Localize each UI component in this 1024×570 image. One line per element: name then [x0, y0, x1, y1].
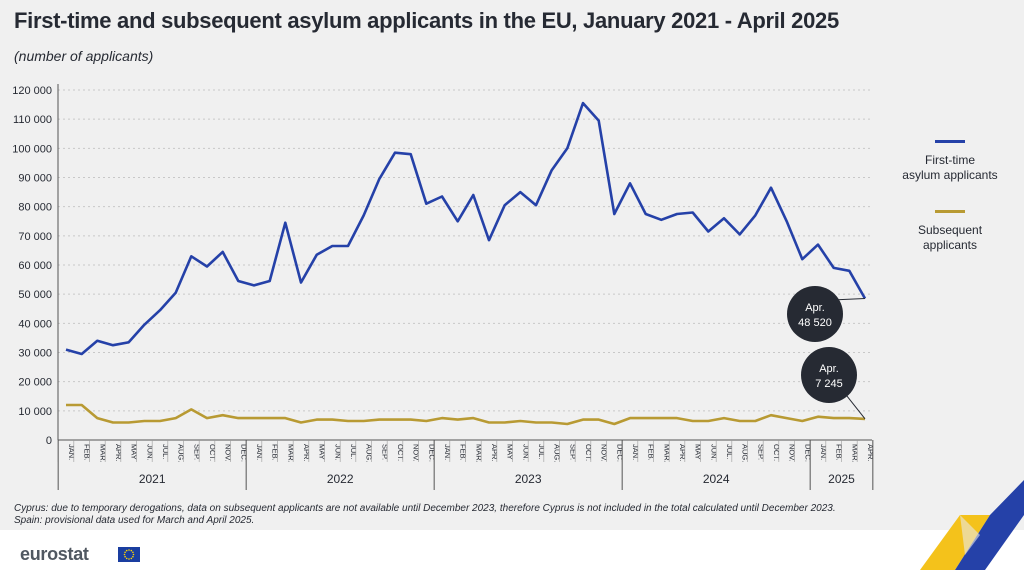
x-month-label: NOV.: [412, 444, 421, 462]
y-tick-label: 110 000: [13, 114, 52, 126]
x-month-label: SEP.: [192, 444, 201, 460]
line-chart: 0 10 000 20 000 30 000 40 000 50 000 60 000 70 …: [12, 84, 875, 490]
x-month-label: JAN.: [819, 444, 828, 460]
x-month-label: JUN.: [333, 444, 342, 461]
x-month-label: JUN.: [521, 444, 530, 461]
y-tick-label: 80 000: [18, 202, 52, 214]
x-month-label: SEP.: [380, 444, 389, 460]
y-tick-label: 30 000: [18, 348, 52, 360]
footnotes: Cyprus: due to temporary derogations, da…: [14, 503, 836, 527]
x-month-label: OCT.: [584, 444, 593, 461]
x-month-label: MAR.: [850, 444, 859, 463]
eurostat-logo: eurostat: [20, 544, 89, 564]
footnote-spain: Spain: provisional data used for March a…: [14, 515, 255, 526]
x-month-label: AUG.: [365, 444, 374, 462]
x-month-label: FEB.: [835, 444, 844, 461]
x-month-label: DEC.: [427, 444, 436, 462]
y-tick-label: 20 000: [18, 377, 52, 389]
x-month-label: AUG.: [177, 444, 186, 462]
series-line-subsequent: [66, 403, 866, 426]
x-month-label: NOV.: [224, 444, 233, 462]
y-tick-label: 60 000: [18, 260, 52, 272]
series-line-first-time: [65, 101, 867, 356]
x-month-label: MAY: [506, 444, 515, 460]
x-month-label: DEC.: [239, 444, 248, 462]
y-tick-label: 100 000: [12, 143, 52, 155]
x-month-label: MAR.: [286, 444, 295, 463]
x-month-label: AUG.: [553, 444, 562, 462]
x-month-label: MAY: [318, 444, 327, 460]
legend-label-first-time-line1: First-time: [925, 153, 975, 167]
legend-swatch-first-time: [935, 140, 965, 143]
annotation-bubble: [801, 347, 857, 403]
x-month-label: MAY: [694, 444, 703, 460]
x-month-label: OCT.: [208, 444, 217, 461]
legend-label-first-time-line2: asylum applicants: [902, 168, 998, 182]
x-month-label: SEP.: [756, 444, 765, 460]
annotation-label: Apr.: [805, 302, 825, 314]
x-year-label: 2021: [139, 472, 166, 486]
x-month-label: DEC.: [615, 444, 624, 462]
y-tick-label: 50 000: [18, 289, 52, 301]
x-year-label: 2022: [327, 472, 354, 486]
x-month-label: MAY: [130, 444, 139, 460]
x-month-label: NOV.: [788, 444, 797, 462]
x-month-label: FEB.: [647, 444, 656, 461]
x-month-label: SEP.: [568, 444, 577, 460]
x-month-label: DEC.: [803, 444, 812, 462]
footer-bar: [0, 530, 1024, 570]
x-month-label: FEB.: [271, 444, 280, 461]
annotation-leader: [845, 394, 866, 420]
x-month-label: FEB.: [459, 444, 468, 461]
y-tick-label: 90 000: [18, 173, 52, 185]
y-tick-label: 70 000: [18, 231, 52, 243]
x-month-label: JAN.: [255, 444, 264, 460]
x-month-label: JUL.: [725, 444, 734, 459]
x-year-label: 2024: [703, 472, 730, 486]
x-month-label: JAN.: [67, 444, 76, 460]
footnote-cyprus: Cyprus: due to temporary derogations, da…: [14, 503, 836, 514]
y-tick-label: 40 000: [18, 318, 52, 330]
annotation-bubble: [787, 286, 843, 342]
x-month-label: JUL.: [161, 444, 170, 459]
eu-flag-icon: [118, 547, 140, 562]
x-year-label: 2023: [515, 472, 542, 486]
legend-swatch-subsequent: [935, 210, 965, 213]
corner-decoration: [920, 480, 1024, 570]
x-month-label: OCT.: [772, 444, 781, 461]
x-month-label: JAN.: [443, 444, 452, 460]
x-month-label: MAR.: [662, 444, 671, 463]
x-month-label: MAR.: [474, 444, 483, 463]
x-month-label: APR.: [302, 444, 311, 462]
chart-subtitle: (number of applicants): [14, 48, 154, 64]
y-tick-label: 0: [46, 435, 52, 447]
x-month-label: JUN.: [145, 444, 154, 461]
x-month-label: NOV.: [600, 444, 609, 462]
x-month-label: JAN.: [631, 444, 640, 460]
x-month-label: APR.: [114, 444, 123, 462]
x-month-label: APR.: [678, 444, 687, 462]
annotation-label: Apr.: [819, 363, 839, 375]
y-tick-label: 10 000: [18, 406, 52, 418]
x-month-label: AUG.: [741, 444, 750, 462]
x-year-label: 2025: [828, 472, 855, 486]
legend-label-subsequent-line2: applicants: [922, 238, 978, 252]
x-month-label: OCT.: [396, 444, 405, 461]
annotation-value: 48 520: [798, 317, 832, 329]
legend-label-subsequent-line1: Subsequent: [917, 223, 983, 237]
x-month-label: JUL.: [537, 444, 546, 459]
x-month-label: JUL.: [349, 444, 358, 459]
x-month-label: MAR.: [98, 444, 107, 463]
chart-title: First-time and subsequent asylum applica…: [14, 8, 839, 33]
x-month-label: APR.: [490, 444, 499, 462]
x-month-label: JUN.: [709, 444, 718, 461]
legend-item-first-time: First-time asylum applicants: [890, 140, 1010, 183]
annotation-value: 7 245: [815, 378, 843, 390]
x-month-label: APR.: [866, 444, 875, 462]
x-month-label: FEB.: [83, 444, 92, 461]
y-tick-label: 120 000: [12, 85, 52, 97]
legend-item-subsequent: Subsequent applicants: [890, 210, 1010, 253]
